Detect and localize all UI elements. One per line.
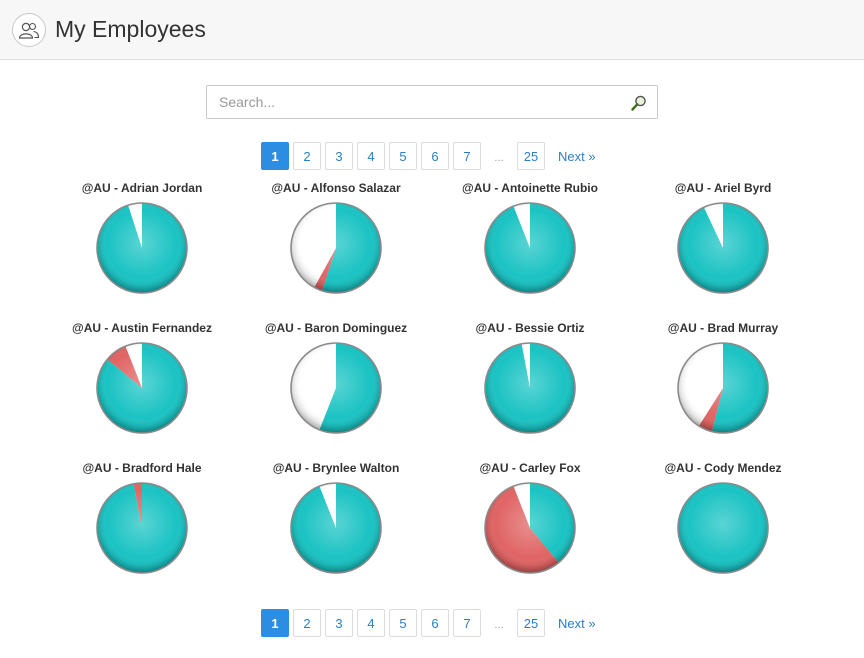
employee-name[interactable]: @AU - Bessie Ortiz — [475, 321, 585, 335]
employee-name[interactable]: @AU - Adrian Jordan — [81, 181, 203, 195]
employee-card[interactable]: @AU - Carley Fox — [435, 460, 625, 600]
page-3-button[interactable]: 3 — [325, 142, 353, 170]
page-6-button[interactable]: 6 — [421, 609, 449, 637]
employee-card[interactable]: @AU - Brad Murray — [628, 320, 818, 460]
pie-rim — [96, 202, 188, 294]
employee-pie-chart[interactable] — [480, 198, 580, 298]
employee-card[interactable]: @AU - Adrian Jordan — [47, 180, 237, 320]
pie-rim — [484, 342, 576, 434]
pie-rim — [677, 342, 769, 434]
employee-pie-chart[interactable] — [673, 338, 773, 438]
page-7-button[interactable]: 7 — [453, 609, 481, 637]
employee-card[interactable]: @AU - Baron Dominguez — [241, 320, 431, 460]
pagination-ellipsis: ... — [494, 152, 504, 164]
page-6-button[interactable]: 6 — [421, 142, 449, 170]
pie-rim — [484, 202, 576, 294]
page-4-button[interactable]: 4 — [357, 609, 385, 637]
pie-rim — [290, 482, 382, 574]
page-5-button[interactable]: 5 — [389, 142, 417, 170]
employee-pie-chart[interactable] — [286, 338, 386, 438]
employee-card[interactable]: @AU - Ariel Byrd — [628, 180, 818, 320]
search-icon[interactable] — [630, 94, 648, 112]
employee-card[interactable]: @AU - Alfonso Salazar — [241, 180, 431, 320]
search-input[interactable] — [207, 86, 619, 118]
page-title: My Employees — [55, 16, 206, 42]
pie-rim — [484, 482, 576, 574]
employee-name[interactable]: @AU - Brad Murray — [667, 321, 779, 335]
page-1-button[interactable]: 1 — [261, 609, 289, 637]
employee-pie-chart[interactable] — [673, 478, 773, 578]
employee-card[interactable]: @AU - Bradford Hale — [47, 460, 237, 600]
pie-rim — [677, 482, 769, 574]
employee-pie-chart[interactable] — [673, 198, 773, 298]
page-header: My Employees — [0, 0, 864, 60]
next-page-link[interactable]: Next » — [558, 148, 596, 164]
pagination-top: 1 2 3 4 5 6 7... 25 Next » — [261, 142, 596, 170]
page-1-button[interactable]: 1 — [261, 142, 289, 170]
next-page-link[interactable]: Next » — [558, 615, 596, 631]
page-2-button[interactable]: 2 — [293, 609, 321, 637]
employee-name[interactable]: @AU - Brynlee Walton — [272, 461, 400, 475]
page-last-button[interactable]: 25 — [517, 609, 545, 637]
employee-pie-chart[interactable] — [480, 338, 580, 438]
page-2-button[interactable]: 2 — [293, 142, 321, 170]
employee-pie-chart[interactable] — [480, 478, 580, 578]
employee-name[interactable]: @AU - Antoinette Rubio — [462, 181, 598, 195]
employee-name[interactable]: @AU - Ariel Byrd — [674, 181, 772, 195]
employee-card[interactable]: @AU - Bessie Ortiz — [435, 320, 625, 460]
search-box — [206, 85, 658, 119]
employee-card[interactable]: @AU - Cody Mendez — [628, 460, 818, 600]
employee-card[interactable]: @AU - Brynlee Walton — [241, 460, 431, 600]
pagination-ellipsis: ... — [494, 619, 504, 631]
employee-card[interactable]: @AU - Austin Fernandez — [47, 320, 237, 460]
users-icon — [12, 12, 46, 47]
employee-name[interactable]: @AU - Alfonso Salazar — [271, 181, 401, 195]
page-5-button[interactable]: 5 — [389, 609, 417, 637]
employee-name[interactable]: @AU - Cody Mendez — [664, 461, 782, 475]
employee-pie-chart[interactable] — [92, 198, 192, 298]
employee-name[interactable]: @AU - Carley Fox — [479, 461, 581, 475]
employee-name[interactable]: @AU - Austin Fernandez — [72, 321, 212, 335]
employee-name[interactable]: @AU - Baron Dominguez — [264, 321, 408, 335]
employee-pie-chart[interactable] — [92, 478, 192, 578]
employee-card[interactable]: @AU - Antoinette Rubio — [435, 180, 625, 320]
page-7-button[interactable]: 7 — [453, 142, 481, 170]
pie-rim — [96, 342, 188, 434]
pagination-bottom: 1 2 3 4 5 6 7... 25 Next » — [261, 609, 596, 637]
pie-rim — [290, 202, 382, 294]
page-3-button[interactable]: 3 — [325, 609, 353, 637]
employee-pie-chart[interactable] — [92, 338, 192, 438]
employee-pie-chart[interactable] — [286, 198, 386, 298]
employee-name[interactable]: @AU - Bradford Hale — [82, 461, 202, 475]
pie-rim — [677, 202, 769, 294]
pie-rim — [290, 342, 382, 434]
employee-pie-chart[interactable] — [286, 478, 386, 578]
page-last-button[interactable]: 25 — [517, 142, 545, 170]
page-4-button[interactable]: 4 — [357, 142, 385, 170]
pie-rim — [96, 482, 188, 574]
